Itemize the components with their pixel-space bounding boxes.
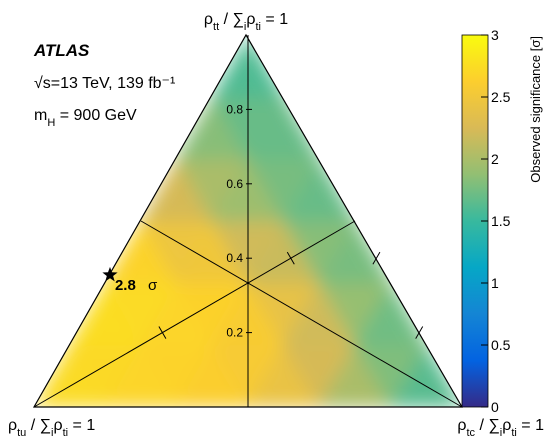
label-part: tt	[213, 21, 219, 33]
label-part: tu	[17, 427, 26, 439]
label-part: ρ	[54, 417, 63, 434]
colorbar-tick-label: 1.5	[491, 213, 511, 229]
heatmap	[34, 35, 462, 407]
best-fit-star	[102, 266, 118, 282]
energy-label: √s=13 TeV, 139 fb⁻¹	[34, 75, 175, 92]
mass-part: m	[34, 107, 47, 124]
label-part: ρ	[457, 417, 466, 434]
label-part: i	[51, 427, 53, 439]
label-part: i	[244, 21, 246, 33]
right-label: ρtc / ∑iρti = 1	[457, 417, 544, 439]
left-label: ρtu / ∑iρti = 1	[8, 417, 95, 439]
median-line	[140, 220, 463, 408]
label-part: ρ	[502, 417, 511, 434]
label-part: / ∑	[475, 417, 500, 434]
label-part: ti	[511, 427, 517, 439]
heatmap-cells	[34, 35, 462, 407]
mass-label: mH = 900 GeV	[34, 107, 137, 129]
label-part: = 1	[261, 11, 288, 28]
top-label: ρtt / ∑iρti = 1	[204, 11, 288, 33]
label-part: = 1	[517, 417, 544, 434]
colorbar-tick-label: 1	[491, 275, 499, 291]
label-part: ρ	[204, 11, 213, 28]
experiment-label: ATLAS	[33, 41, 90, 60]
colorbar-tick-label: 0	[491, 399, 499, 415]
median-tick	[415, 326, 424, 339]
label-part: tc	[466, 427, 475, 439]
colorbar-tick-label: 2	[491, 151, 499, 167]
label-part: ρ	[246, 11, 255, 28]
median-tick	[158, 326, 167, 339]
label-part: / ∑	[219, 11, 244, 28]
label-part: ρ	[8, 417, 17, 434]
best-fit-value: 2.8	[115, 277, 136, 294]
mass-part: H	[47, 117, 55, 129]
label-part: ti	[63, 427, 69, 439]
y-tick-label: 0.4	[226, 251, 243, 265]
mass-part: = 900 GeV	[55, 107, 137, 124]
label-part: i	[500, 427, 502, 439]
y-tick-label: 0.8	[226, 102, 243, 116]
y-tick-label: 0.2	[226, 326, 243, 340]
best-fit-unit: σ	[148, 277, 158, 294]
median-tick	[372, 251, 381, 265]
label-part: / ∑	[26, 417, 51, 434]
colorbar-tick-label: 0.5	[491, 337, 511, 353]
median-tick	[286, 251, 295, 265]
y-tick-label: 0.6	[226, 177, 243, 191]
label-part: = 1	[68, 417, 95, 434]
label-part: ti	[255, 21, 261, 33]
median-line	[33, 220, 356, 408]
colorbar-tick-label: 2.5	[491, 89, 511, 105]
colorbar-label: Observed significance [σ]	[528, 36, 543, 183]
colorbar-tick-label: 3	[491, 27, 499, 43]
